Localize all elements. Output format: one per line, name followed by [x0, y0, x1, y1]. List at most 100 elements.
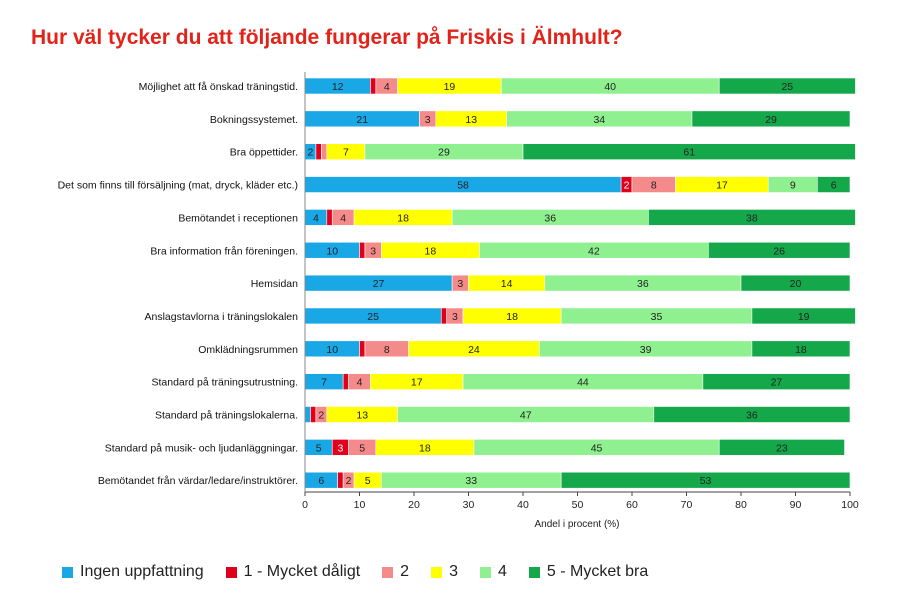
data-label: 18 [397, 212, 409, 224]
data-label: 2 [346, 475, 352, 487]
data-label: 3 [452, 311, 458, 323]
bar-segment [653, 406, 851, 423]
x-tick-label: 30 [463, 499, 475, 511]
legend: Ingen uppfattning 1 - Mycket dåligt 2 3 4 5 -… [62, 563, 670, 581]
data-label: 13 [356, 410, 368, 422]
data-label: 2 [308, 147, 314, 159]
data-label: 19 [798, 311, 810, 323]
legend-item: 1 - Mycket dåligt [225, 563, 361, 581]
data-label: 47 [520, 410, 532, 422]
data-label: 18 [419, 442, 431, 454]
category-label: Standard på träningslokalerna. [155, 410, 298, 422]
x-tick-label: 20 [408, 499, 420, 511]
data-label: 3 [370, 245, 376, 257]
legend-swatch [382, 566, 394, 578]
data-label: 18 [425, 245, 437, 257]
bar-segment [321, 143, 328, 160]
data-label: 39 [640, 344, 652, 356]
data-label: 25 [781, 81, 793, 93]
data-label: 5 [365, 475, 371, 487]
bar-segment [370, 77, 377, 95]
bar-segment [718, 77, 856, 95]
legend-label: 3 [449, 563, 458, 580]
data-label: 20 [790, 278, 802, 290]
bar-segment [315, 143, 322, 160]
bar-segment [310, 406, 317, 423]
data-label: 21 [356, 114, 368, 126]
legend-swatch [528, 566, 540, 578]
data-label: 34 [593, 114, 605, 126]
legend-swatch [479, 566, 491, 578]
data-label: 2 [624, 180, 630, 192]
x-tick-label: 10 [354, 499, 366, 511]
x-tick-label: 70 [681, 499, 693, 511]
bar-segment [691, 110, 851, 128]
data-label: 36 [637, 278, 649, 290]
bar-segment [359, 241, 366, 259]
bar-segment [522, 143, 856, 160]
data-label: 38 [746, 212, 758, 224]
data-label: 23 [776, 442, 788, 454]
data-label: 4 [313, 212, 319, 224]
data-label: 3 [338, 442, 344, 454]
data-label: 10 [326, 344, 338, 356]
data-label: 45 [591, 442, 603, 454]
bar-segment [359, 340, 366, 358]
data-label: 8 [651, 180, 657, 192]
data-label: 7 [321, 377, 327, 389]
category-label: Det som finns till försäljning (mat, dry… [58, 180, 298, 192]
data-label: 25 [367, 311, 379, 323]
data-label: 4 [384, 81, 390, 93]
data-label: 36 [746, 410, 758, 422]
data-label: 18 [506, 311, 518, 323]
bar-segment [702, 373, 851, 390]
data-label: 33 [465, 475, 477, 487]
x-tick-label: 0 [302, 499, 308, 511]
data-label: 2 [318, 410, 324, 422]
data-label: 17 [716, 180, 728, 192]
x-tick-label: 90 [790, 499, 802, 511]
bar-segment [740, 274, 851, 292]
x-tick-label: 60 [626, 499, 638, 511]
category-labels: Möjlighet att få önskad träningstid. Bokn… [58, 81, 299, 487]
data-label: 26 [773, 245, 785, 257]
category-label: Bokningssystemet. [210, 114, 298, 126]
legend-item: Ingen uppfattning [62, 563, 204, 581]
legend-label: 5 - Mycket bra [546, 563, 649, 580]
data-label: 18 [795, 344, 807, 356]
data-label: 9 [790, 180, 796, 192]
bar-segment [560, 471, 851, 489]
data-label: 35 [651, 311, 663, 323]
x-axis-label: Andel i procent (%) [534, 519, 619, 530]
data-label: 4 [357, 377, 363, 389]
category-label: Bra öppettider. [230, 147, 298, 159]
data-label: 3 [425, 114, 431, 126]
data-label: 14 [501, 278, 513, 290]
legend-swatch [431, 566, 443, 578]
legend-swatch [62, 566, 73, 578]
bar-segment [718, 439, 845, 456]
category-label: Omklädningsrummen [198, 344, 298, 356]
legend-label: 4 [497, 563, 507, 580]
legend-swatch [225, 566, 237, 578]
category-label: Standard på musik- och ljudanläggningar. [105, 442, 298, 454]
bar-segment [648, 209, 856, 226]
category-label: Standard på träningsutrustning. [151, 377, 298, 389]
bar-segment [440, 307, 447, 325]
legend-label: 1 - Mycket dåligt [243, 563, 361, 580]
bar-segment [816, 176, 851, 193]
data-label: 61 [683, 147, 695, 159]
data-label: 12 [332, 81, 344, 93]
x-tick-label: 80 [735, 499, 747, 511]
data-label: 13 [465, 114, 477, 126]
data-label: 6 [831, 180, 837, 192]
bar-segment [304, 406, 311, 423]
category-label: Anslagstavlorna i träningslokalen [144, 311, 298, 323]
category-label: Bemötandet i receptionen [178, 212, 298, 224]
legend-item: 2 [382, 563, 409, 581]
chart-title: Hur väl tycker du att följande fungerar … [31, 26, 623, 49]
legend-item: 4 [479, 563, 507, 581]
data-label: 27 [373, 278, 385, 290]
data-label: 44 [577, 377, 589, 389]
